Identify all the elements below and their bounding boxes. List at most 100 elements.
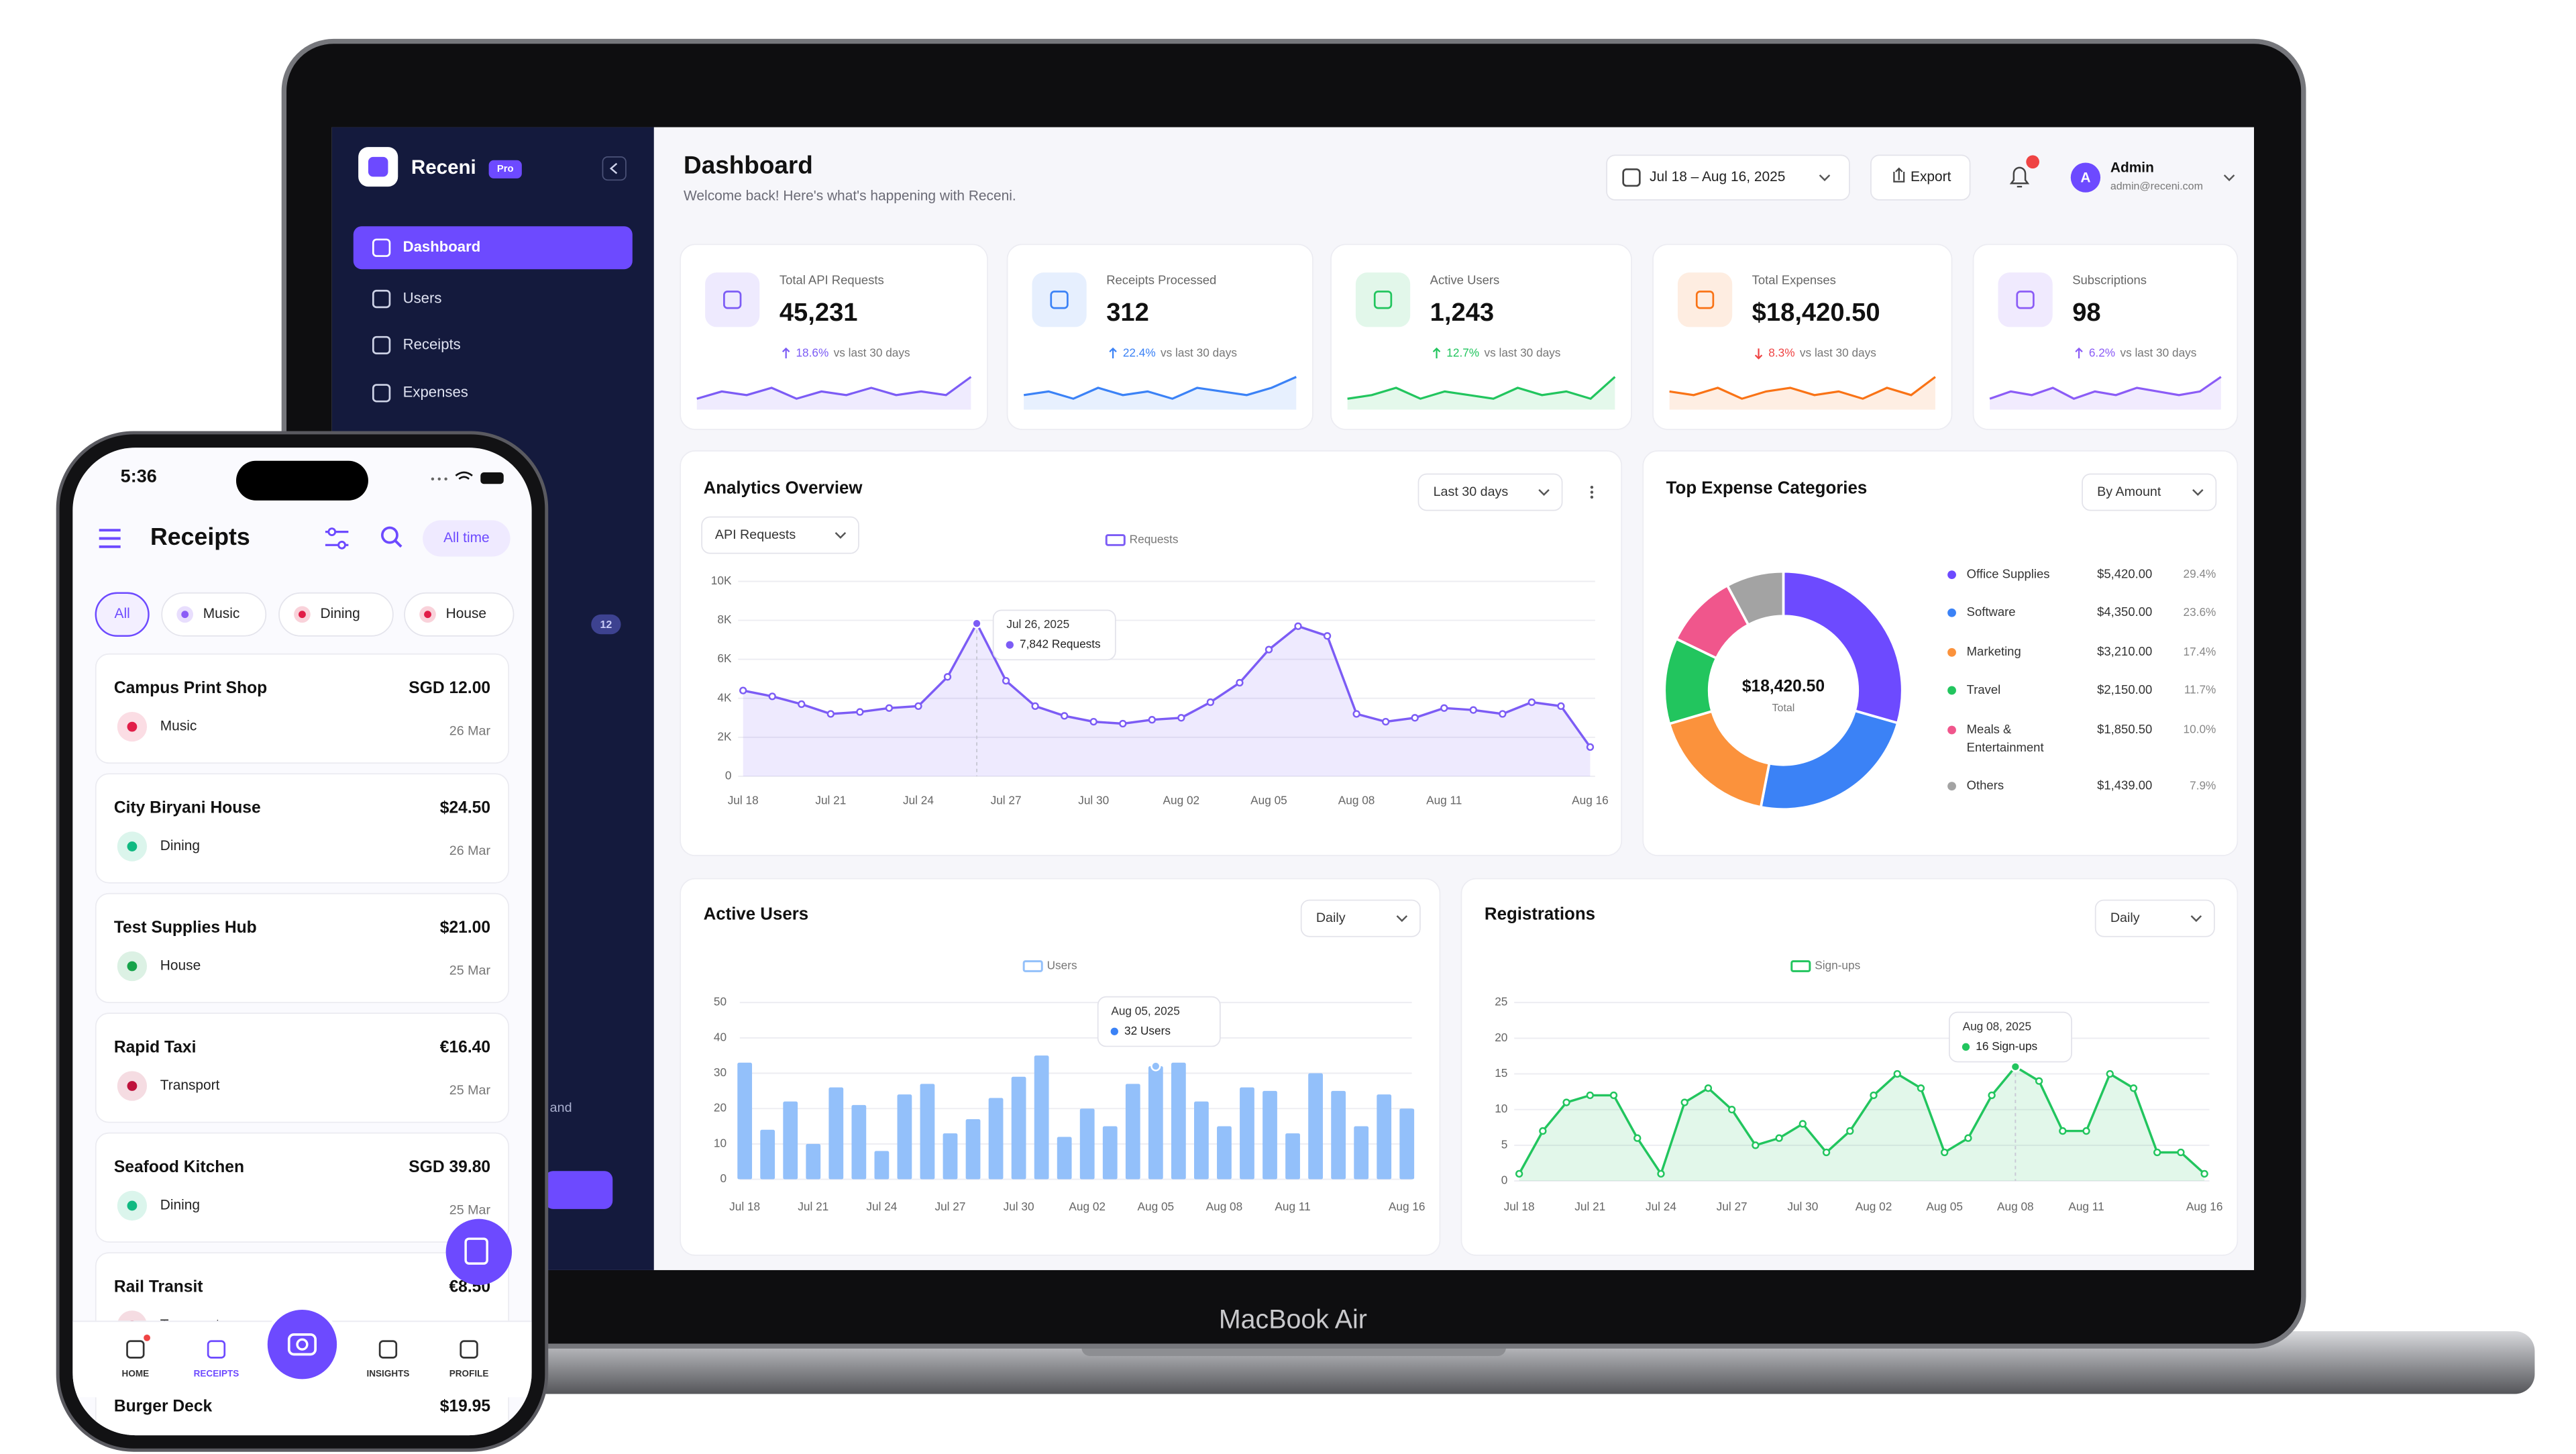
category-icon (127, 721, 138, 732)
y-tick-label: 4K (717, 690, 732, 704)
chip-label: Dining (321, 606, 360, 621)
stat-card (680, 244, 988, 430)
receipt-card (95, 1132, 510, 1243)
x-tick-label: Aug 16 (1572, 793, 1609, 807)
dropdown-label: Daily (1316, 911, 1346, 925)
point (1539, 1127, 1547, 1135)
bar (965, 1119, 981, 1180)
point (1381, 717, 1390, 726)
bar (1057, 1137, 1072, 1180)
x-tick-label: Jul 24 (866, 1200, 897, 1213)
point (2129, 1084, 2138, 1092)
tooltip (992, 609, 1116, 661)
category-icon (127, 841, 138, 851)
bar (920, 1084, 935, 1180)
y-tick-label: 10 (1495, 1102, 1507, 1115)
bar (1148, 1066, 1163, 1180)
legend-label: Sign-ups (1815, 959, 1860, 972)
receipt-merchant: Test Supplies Hub (114, 919, 257, 937)
range-pill (423, 520, 511, 557)
point (1727, 1106, 1736, 1114)
bar (1308, 1073, 1323, 1180)
point (2059, 1127, 2067, 1135)
icon (372, 335, 391, 355)
nav-dot (144, 1334, 150, 1341)
stat-value: $18,420.50 (1752, 298, 1880, 327)
menu-dot (1590, 490, 1594, 494)
dropdown (1300, 899, 1421, 937)
y-tick-label: 40 (714, 1030, 727, 1043)
bar (1399, 1108, 1415, 1180)
receipt-date: 26 Mar (449, 724, 491, 739)
search-icon (394, 539, 402, 548)
bar (1034, 1055, 1049, 1180)
point (1609, 1091, 1618, 1100)
chip-label: House (446, 606, 486, 621)
point (1499, 710, 1507, 718)
dropdown-label: By Amount (2097, 484, 2161, 499)
legend-share: 11.7% (2184, 682, 2216, 696)
stat-icon-bg (1998, 272, 2053, 327)
point (1557, 702, 1565, 711)
chip-label: Music (203, 606, 240, 621)
x-tick-label: Jul 27 (991, 793, 1022, 807)
receipt-date: 26 Mar (449, 843, 491, 858)
dropdown (1417, 473, 1563, 511)
stat-change: 6.2% (2089, 346, 2115, 359)
nav-item: Receipts (403, 335, 461, 352)
point (2106, 1070, 2114, 1078)
chart-card (680, 450, 1623, 856)
bar (851, 1104, 867, 1180)
receipt-category: House (160, 958, 201, 974)
point (1941, 1148, 1949, 1157)
status-time: 5:36 (121, 466, 157, 486)
bar (988, 1098, 1004, 1180)
point (2200, 1170, 2208, 1178)
y-tick-label: 20 (714, 1101, 727, 1114)
point (1061, 712, 1069, 720)
chevron (2192, 488, 2204, 496)
tooltip-value: 7,842 Requests (1020, 637, 1101, 651)
point (798, 700, 806, 709)
pro-badge (488, 160, 522, 178)
bar (1263, 1090, 1277, 1180)
search-icon (381, 526, 398, 544)
point (1265, 645, 1273, 654)
phone-content: 5:36 Receipts All time All Music Dining House C… (72, 466, 532, 1436)
icon (1622, 168, 1641, 187)
counter: 12 (600, 619, 612, 631)
chip-icon (424, 611, 431, 619)
tooltip-point (2010, 1061, 2021, 1072)
counter-badge (591, 614, 621, 635)
stat-value: 45,231 (780, 298, 858, 327)
chip-label: All (115, 606, 130, 621)
dropdown-label: Last 30 days (1434, 484, 1509, 499)
dynamic-island (236, 460, 368, 501)
dropdown-label: API Requests (715, 527, 796, 542)
receipt-amount: SGD 39.80 (409, 1158, 490, 1176)
x-tick-label: Aug 08 (1338, 793, 1375, 807)
point (856, 708, 864, 716)
point (1846, 1127, 1854, 1135)
x-tick-label: Aug 16 (1389, 1200, 1426, 1213)
receipt-category: Music (160, 719, 197, 734)
receipt-merchant: City Biryani House (114, 798, 261, 817)
stat-label: Receipts Processed (1106, 272, 1216, 287)
notification-dot (2026, 155, 2039, 169)
sidebar-button (545, 1171, 613, 1209)
page-subtitle: Welcome back! Here's what's happening wi… (684, 188, 1016, 203)
legend-label: Meals & Entertainment (1967, 722, 2044, 754)
icon (1695, 291, 1715, 309)
x-tick-label: Aug 08 (1997, 1200, 2034, 1213)
x-tick-label: Aug 05 (1250, 793, 1287, 807)
stat-value: 1,243 (1430, 298, 1494, 327)
stat-change: 8.3% (1768, 346, 1794, 359)
receipt-merchant: Rapid Taxi (114, 1038, 197, 1056)
user-email: admin@receni.com (2110, 180, 2203, 192)
icon (372, 238, 391, 257)
phone: 5:36 Receipts All time All Music Dining House C… (56, 431, 549, 1452)
line (1518, 1065, 2206, 1177)
stat-note: vs last 30 days (834, 346, 910, 359)
x-tick-label: Jul 21 (815, 793, 846, 807)
camera-icon (287, 1333, 317, 1356)
